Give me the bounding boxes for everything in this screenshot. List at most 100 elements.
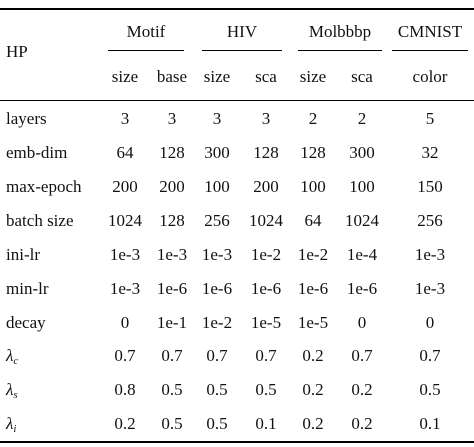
bottom-rule xyxy=(0,441,474,443)
row-label-subscript: i xyxy=(13,423,17,435)
table-cell: 0.2 xyxy=(351,380,373,399)
table-cell: 128 xyxy=(300,143,326,162)
table-cell: 128 xyxy=(253,143,279,162)
table-cell: 0.2 xyxy=(302,346,324,365)
subheader-motif-size: size xyxy=(111,67,139,86)
row-label: λi xyxy=(6,414,16,439)
row-label: λs xyxy=(6,380,18,405)
row-label-symbol: λ xyxy=(6,414,14,433)
table-cell: 0.7 xyxy=(255,346,277,365)
row-label: layers xyxy=(6,109,47,128)
table-cell: 300 xyxy=(204,143,230,162)
group-line-hiv xyxy=(202,50,282,51)
row-label: max-epoch xyxy=(6,177,82,196)
table-cell: 32 xyxy=(421,143,439,162)
table-cell: 0 xyxy=(425,313,435,332)
table-cell: 0.7 xyxy=(161,346,183,365)
table-cell: 1024 xyxy=(108,211,142,230)
table-cell: 0.2 xyxy=(302,414,324,433)
table-cell: 1e-6 xyxy=(250,279,282,298)
subheader-hiv-size: size xyxy=(203,67,231,86)
row-label: λc xyxy=(6,346,18,371)
group-header-molbbbp: Molbbbp xyxy=(308,22,372,41)
subheader-hiv-sca: sca xyxy=(255,67,277,86)
table-cell: 0.2 xyxy=(351,414,373,433)
table-cell: 5 xyxy=(425,109,435,128)
table-cell: 1024 xyxy=(345,211,379,230)
row-label-symbol: λ xyxy=(6,346,14,365)
table-cell: 1e-5 xyxy=(250,313,282,332)
hp-header: HP xyxy=(6,42,28,61)
group-line-cmnist xyxy=(392,50,468,51)
table-cell: 0.2 xyxy=(114,414,136,433)
table-cell: 64 xyxy=(304,211,322,230)
table-cell: 0 xyxy=(357,313,367,332)
table-cell: 1024 xyxy=(249,211,283,230)
row-label-subscript: c xyxy=(13,355,19,367)
header-bottom-rule xyxy=(0,100,474,101)
table-cell: 1e-6 xyxy=(346,279,378,298)
table-cell: 100 xyxy=(300,177,326,196)
table-cell: 1e-2 xyxy=(297,245,329,264)
table-cell: 200 xyxy=(159,177,185,196)
table-cell: 200 xyxy=(253,177,279,196)
table-cell: 1e-5 xyxy=(297,313,329,332)
table-cell: 1e-3 xyxy=(414,245,446,264)
table-cell: 64 xyxy=(116,143,134,162)
table-cell: 128 xyxy=(159,143,185,162)
table-cell: 1e-3 xyxy=(414,279,446,298)
table-cell: 1e-3 xyxy=(109,279,141,298)
table-cell: 100 xyxy=(349,177,375,196)
table-cell: 0.1 xyxy=(419,414,441,433)
table-cell: 1e-2 xyxy=(250,245,282,264)
table-cell: 256 xyxy=(204,211,230,230)
table-cell: 1e-2 xyxy=(201,313,233,332)
subheader-molbbbp-size: size xyxy=(299,67,327,86)
table-cell: 2 xyxy=(357,109,367,128)
table-cell: 256 xyxy=(417,211,443,230)
table-cell: 1e-4 xyxy=(346,245,378,264)
table-cell: 0.5 xyxy=(206,380,228,399)
table-cell: 1e-3 xyxy=(156,245,188,264)
table-cell: 0 xyxy=(120,313,130,332)
table-cell: 300 xyxy=(349,143,375,162)
top-rule xyxy=(0,8,474,10)
row-label-subscript: s xyxy=(13,389,18,401)
subheader-molbbbp-sca: sca xyxy=(351,67,373,86)
table-cell: 1e-6 xyxy=(297,279,329,298)
table-cell: 0.7 xyxy=(351,346,373,365)
table-cell: 3 xyxy=(212,109,222,128)
table-cell: 3 xyxy=(120,109,130,128)
table-cell: 200 xyxy=(112,177,138,196)
table-cell: 1e-6 xyxy=(156,279,188,298)
row-label: ini-lr xyxy=(6,245,40,264)
group-header-cmnist: CMNIST xyxy=(397,22,463,41)
table-cell: 150 xyxy=(417,177,443,196)
table-cell: 3 xyxy=(261,109,271,128)
table-cell: 0.1 xyxy=(255,414,277,433)
table-cell: 1e-3 xyxy=(109,245,141,264)
group-line-motif xyxy=(108,50,184,51)
row-label-symbol: λ xyxy=(6,380,14,399)
row-label: decay xyxy=(6,313,46,332)
table-cell: 0.7 xyxy=(206,346,228,365)
table-cell: 1e-1 xyxy=(156,313,188,332)
table-cell: 0.5 xyxy=(161,414,183,433)
table-cell: 0.7 xyxy=(419,346,441,365)
subheader-cmnist-color: color xyxy=(412,67,448,86)
group-header-motif: Motif xyxy=(126,22,166,41)
table-cell: 128 xyxy=(159,211,185,230)
table-cell: 0.7 xyxy=(114,346,136,365)
table-cell: 3 xyxy=(167,109,177,128)
table-cell: 0.8 xyxy=(114,380,136,399)
table-cell: 1e-6 xyxy=(201,279,233,298)
group-line-molbbbp xyxy=(298,50,382,51)
subheader-motif-base: base xyxy=(156,67,188,86)
table-cell: 100 xyxy=(204,177,230,196)
group-header-hiv: HIV xyxy=(226,22,258,41)
row-label: min-lr xyxy=(6,279,49,298)
table-cell: 0.5 xyxy=(419,380,441,399)
table-cell: 0.5 xyxy=(161,380,183,399)
row-label: batch size xyxy=(6,211,74,230)
